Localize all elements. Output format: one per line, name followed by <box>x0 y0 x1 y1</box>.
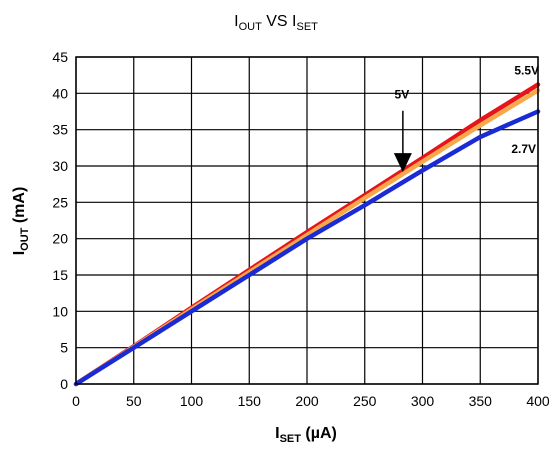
x-tick-label-0: 0 <box>72 393 80 409</box>
y-tick-label-2: 10 <box>52 303 68 319</box>
chart-title: IOUT VS ISET <box>234 13 318 33</box>
x-tick-label-7: 350 <box>469 393 493 409</box>
y-axis-label: IOUT (mA) <box>11 187 31 256</box>
y-axis-label-rest: (mA) <box>11 187 28 228</box>
chart-title-mid: VS I <box>262 13 297 30</box>
y-tick-label-1: 5 <box>60 340 68 356</box>
x-axis-label-sub: SET <box>280 433 302 445</box>
x-tick-label-1: 50 <box>126 393 142 409</box>
y-tick-label-9: 45 <box>52 49 68 65</box>
series-line-2-7v <box>73 109 541 387</box>
chart-title-sub2: SET <box>296 21 318 33</box>
y-tick-label-6: 30 <box>52 158 68 174</box>
x-axis-label-main: I <box>275 425 279 442</box>
y-tick-labels: 0 5 10 15 20 25 30 35 40 45 <box>52 49 68 392</box>
chart-title-sub1: OUT <box>239 21 263 33</box>
y-axis-label-sub: OUT <box>19 227 31 251</box>
y-tick-label-3: 15 <box>52 267 68 283</box>
x-tick-label-2: 100 <box>180 393 204 409</box>
series-label-5-5v: 5.5V <box>514 63 539 77</box>
x-tick-labels: 0 50 100 150 200 250 300 350 400 <box>72 393 550 409</box>
annotations: 5.5V 5V 2.7V <box>393 63 539 173</box>
series-label-5v: 5V <box>395 87 410 101</box>
y-tick-label-8: 40 <box>52 85 68 101</box>
y-tick-label-4: 20 <box>52 231 68 247</box>
arrow-head-icon <box>393 153 412 173</box>
y-axis-label-main: I <box>11 251 28 255</box>
x-tick-label-3: 150 <box>238 393 262 409</box>
x-tick-label-8: 400 <box>526 393 550 409</box>
x-tick-label-6: 300 <box>411 393 435 409</box>
y-tick-label-0: 0 <box>60 376 68 392</box>
grid-lines <box>75 56 539 385</box>
x-axis-label-rest: (µA) <box>301 425 337 442</box>
plot-frame <box>75 56 539 385</box>
x-axis-label: ISET (µA) <box>275 425 337 445</box>
series-label-2-7v: 2.7V <box>511 142 536 156</box>
y-tick-label-5: 25 <box>52 194 68 210</box>
y-tick-label-7: 35 <box>52 122 68 138</box>
series-lines <box>73 82 541 387</box>
x-tick-label-5: 250 <box>353 393 377 409</box>
x-tick-label-4: 200 <box>295 393 319 409</box>
chart-title-main: I <box>234 13 238 30</box>
